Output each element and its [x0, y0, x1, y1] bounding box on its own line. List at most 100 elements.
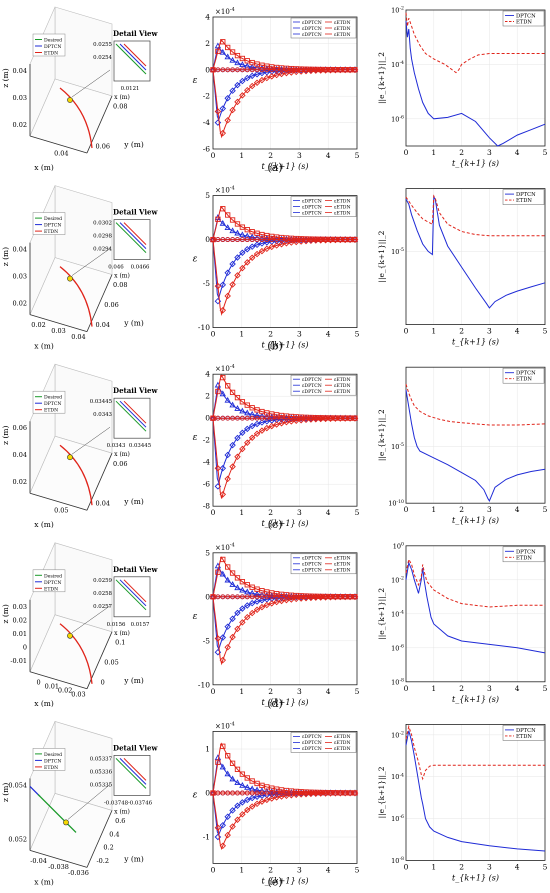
detail-tick-label: 0.05336 — [90, 769, 113, 775]
detail-line — [119, 222, 147, 249]
series-marker — [264, 594, 270, 600]
series-marker — [327, 593, 334, 601]
detail-title: Detail View — [113, 208, 158, 217]
series-marker — [351, 593, 359, 601]
series-marker — [279, 790, 284, 796]
y-tick-label: -2 — [203, 436, 211, 445]
y-tick-label: -6 — [203, 480, 211, 489]
x-axis-label: x (m) — [34, 699, 54, 708]
legend-box — [290, 374, 357, 396]
series-marker — [234, 59, 241, 66]
detail-tick-label: 0.0466 — [131, 265, 150, 271]
z-tick-label: 0.06 — [13, 424, 27, 432]
series-marker — [288, 237, 294, 243]
series-marker — [225, 415, 231, 421]
series-marker — [259, 408, 265, 415]
series-marker — [234, 81, 241, 89]
series-marker — [244, 775, 250, 781]
series-marker — [293, 415, 299, 421]
series-marker — [244, 613, 251, 621]
epsilon-chart: 0 1 2 3 4 5-101×10-4εt_{k+1} (s)εDPTCNεDPTCNε… — [193, 721, 360, 885]
series-marker — [254, 415, 260, 421]
legend-label: εETDN — [334, 389, 351, 395]
series-marker — [254, 790, 260, 796]
series-marker — [283, 790, 289, 796]
x-tick-label: 4 — [326, 865, 331, 874]
series-marker — [220, 39, 226, 45]
series-marker — [307, 67, 315, 75]
series-marker — [269, 785, 275, 791]
detail-tick-label: 0.0294 — [93, 247, 112, 253]
series-marker — [239, 67, 245, 73]
x-tick-label: 4 — [326, 151, 331, 160]
series-marker — [259, 231, 265, 238]
series-marker — [312, 237, 320, 244]
series-marker — [269, 67, 275, 73]
y-tick-label: 0.6 — [115, 817, 125, 825]
plot-frame — [405, 366, 546, 504]
plot-frame — [405, 9, 546, 147]
y-tick-label: 0.4 — [109, 830, 119, 838]
series-marker — [248, 82, 256, 90]
series-marker — [337, 415, 344, 422]
detail-x-label: x (m) — [114, 451, 130, 458]
detail-tick-label: 0.0258 — [93, 591, 112, 597]
series-marker — [264, 67, 270, 73]
series-marker — [254, 586, 260, 592]
legend-label: ETDN — [516, 198, 532, 204]
y-tick-label: -5 — [203, 636, 211, 645]
series-marker — [219, 763, 226, 770]
y-axis-label: y (m) — [123, 854, 144, 863]
y-tick-label: -4 — [203, 118, 211, 127]
x-tick-label: 0.02 — [58, 686, 72, 694]
x-axis-label: t_{k+1} (s) — [262, 698, 309, 707]
series-marker — [297, 238, 305, 245]
series-marker — [239, 77, 246, 85]
x-tick-label: 4 — [326, 687, 331, 696]
trajectory-3d-panel: 0.020.040.06z (m)0.05x (m)0.040.06y (m)D… — [1, 363, 158, 529]
x-tick-label: 3 — [487, 327, 492, 336]
detail-tick-label: 0.0257 — [93, 604, 112, 610]
series-line — [405, 560, 546, 654]
series-marker — [235, 415, 240, 421]
trajectory-3d-panel: 0.020.030.04z (m)0.020.030.04x (m)0.040.… — [1, 185, 158, 351]
y-axis-label: y (m) — [123, 319, 144, 328]
z-tick-label: 0.02 — [13, 478, 27, 486]
series-marker — [229, 581, 236, 587]
series-marker — [253, 250, 261, 258]
x-axis-label: t_{k+1} (s) — [452, 338, 499, 347]
series-marker — [219, 570, 226, 577]
series-marker — [224, 292, 231, 300]
series-marker — [239, 799, 246, 806]
series-marker — [249, 790, 255, 796]
series-marker — [288, 594, 294, 600]
series-marker — [264, 784, 270, 790]
detail-title: Detail View — [113, 743, 158, 752]
x-tick-label: 1 — [239, 687, 244, 696]
series-marker — [259, 67, 265, 73]
series-marker — [346, 66, 354, 74]
legend-box — [290, 732, 357, 753]
x-tick-label: 4 — [515, 684, 520, 693]
x-tick-label: 0.04 — [54, 149, 68, 157]
series-marker — [249, 237, 255, 243]
series-marker — [263, 239, 271, 246]
y-tick-label: -8 — [203, 502, 211, 511]
series-marker — [273, 591, 280, 597]
x-axis-label: t_{k+1} (s) — [452, 873, 499, 882]
x-tick-label: -0.04 — [30, 857, 47, 865]
y-tick-label: 1 — [205, 745, 210, 754]
legend-label: ETDN — [44, 408, 58, 414]
legend-label: DPTCN — [44, 580, 61, 586]
y-tick-label: 0 — [205, 65, 210, 74]
x-tick-label: 2 — [459, 862, 464, 871]
series-marker — [225, 44, 231, 51]
series-marker — [254, 407, 260, 413]
series-marker — [244, 86, 251, 94]
series-marker — [219, 842, 227, 850]
y-tick-label: 0.06 — [104, 301, 118, 309]
series-marker — [258, 427, 266, 434]
